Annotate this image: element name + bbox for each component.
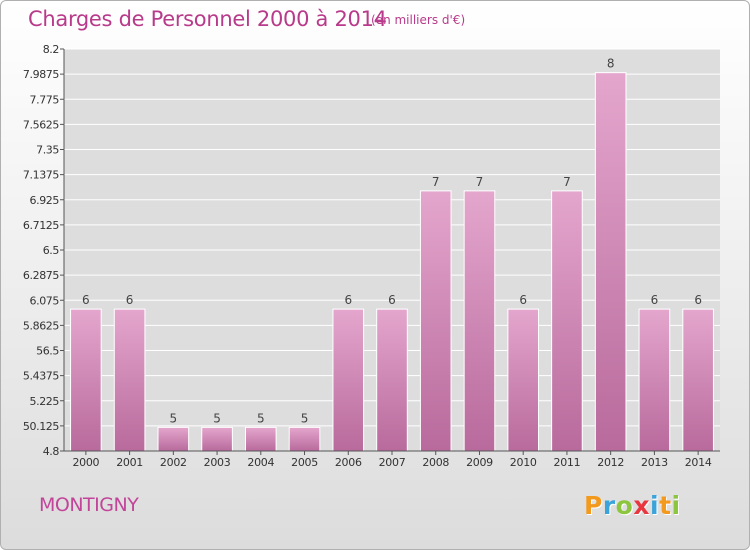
y-tick-label: 5.8625	[23, 319, 59, 332]
bar	[288, 426, 321, 452]
y-tick-label: 6.075	[30, 294, 60, 307]
bar	[682, 308, 714, 452]
data-labels: 6 6 5 5 5 5 6 6 7 7 6 7 8 6 6	[82, 57, 702, 426]
bar	[419, 190, 452, 452]
y-tick-label: 6.7125	[23, 219, 59, 232]
y-tick-label: 6.2875	[23, 269, 59, 282]
bar	[507, 308, 540, 452]
logo-letter: r	[602, 491, 616, 520]
y-tick-label: 5.225	[30, 395, 60, 408]
bar	[113, 308, 146, 452]
y-tick-label: 6.5	[43, 244, 60, 257]
y-tick-label: 7.9875	[23, 68, 59, 81]
data-label: 5	[301, 411, 309, 425]
x-tick-label: 2003	[204, 456, 231, 469]
x-tick-label: 2007	[379, 456, 406, 469]
bar	[594, 72, 627, 452]
data-label: 6	[694, 293, 702, 307]
bar	[376, 308, 408, 452]
data-label: 7	[476, 175, 484, 189]
data-label: 6	[82, 293, 90, 307]
bar	[332, 308, 365, 452]
x-tick-label: 2005	[291, 456, 318, 469]
chart-title: Charges de Personnel 2000 à 2014	[28, 7, 387, 31]
chart-subtitle: (en milliers d'€)	[371, 13, 466, 27]
proxiti-logo[interactable]: Proxiti	[584, 491, 681, 520]
bars	[70, 72, 714, 452]
data-label: 6	[519, 293, 527, 307]
logo-letter: P	[584, 491, 603, 520]
bar	[638, 308, 671, 452]
y-axis: 4.8 50.125 5.225 5.4375 56.5 5.8625 6.075 6.287…	[23, 43, 65, 458]
data-label: 7	[432, 175, 440, 189]
x-tick-label: 2011	[554, 456, 581, 469]
logo-letter: t	[659, 491, 672, 520]
logo-letter: i	[650, 491, 660, 520]
bar	[463, 190, 496, 452]
x-tick-label: 2010	[510, 456, 537, 469]
x-tick-label: 2000	[72, 456, 99, 469]
x-tick-label: 2013	[641, 456, 668, 469]
y-tick-label: 56.5	[36, 345, 59, 358]
logo-letter: o	[615, 491, 634, 520]
x-tick-label: 2006	[335, 456, 362, 469]
y-tick-label: 50.125	[23, 420, 59, 433]
data-label: 6	[344, 293, 352, 307]
data-label: 5	[213, 411, 221, 425]
y-tick-label: 6.925	[30, 194, 60, 207]
x-tick-label: 2004	[247, 456, 274, 469]
logo-letter: x	[633, 491, 650, 520]
x-tick-label: 2014	[685, 456, 712, 469]
y-tick-label: 4.8	[43, 445, 60, 458]
x-axis: 2000 2001 2002 2003 2004 2005 2006 2007 2008 2009…	[64, 450, 720, 469]
y-tick-label: 7.35	[36, 144, 59, 157]
data-label: 5	[257, 411, 265, 425]
y-tick-label: 5.4375	[23, 370, 59, 383]
y-tick-label: 7.775	[30, 93, 60, 106]
data-label: 8	[607, 57, 615, 71]
logo-letter: i	[671, 491, 681, 520]
bar	[244, 426, 277, 452]
y-tick-label: 7.5625	[23, 118, 59, 131]
x-tick-label: 2012	[597, 456, 624, 469]
x-tick-label: 2008	[422, 456, 449, 469]
city-name: MONTIGNY	[39, 494, 139, 516]
bar	[201, 426, 233, 452]
data-label: 6	[126, 293, 134, 307]
data-label: 6	[388, 293, 396, 307]
y-tick-label: 7.1375	[23, 169, 59, 182]
bar	[70, 308, 102, 452]
bar	[551, 190, 583, 452]
x-tick-label: 2009	[466, 456, 493, 469]
data-label: 7	[563, 175, 571, 189]
x-tick-label: 2002	[160, 456, 187, 469]
data-label: 5	[170, 411, 178, 425]
bar	[157, 426, 190, 452]
y-tick-label: 8.2	[43, 43, 59, 56]
x-tick-label: 2001	[116, 456, 143, 469]
data-label: 6	[651, 293, 659, 307]
